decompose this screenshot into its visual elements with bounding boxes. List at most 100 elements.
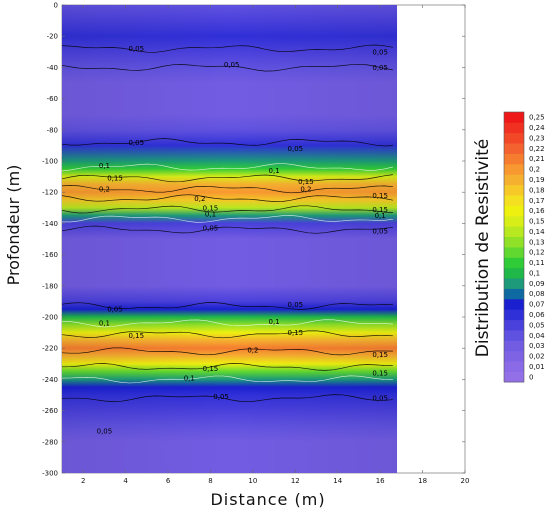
x-tick-label: 4 bbox=[123, 477, 128, 485]
contour-line bbox=[62, 319, 393, 328]
contour-line bbox=[62, 225, 393, 234]
x-tick-label: 16 bbox=[376, 477, 385, 485]
y-tick-label: -100 bbox=[42, 158, 58, 166]
colorbar-swatch bbox=[504, 236, 524, 248]
lateral-shading bbox=[62, 5, 398, 473]
contour-line bbox=[62, 330, 393, 339]
contour-label: 0,05 bbox=[203, 225, 219, 233]
colorbar-tick-label: 0,04 bbox=[529, 332, 545, 340]
colorbar-swatch bbox=[504, 205, 524, 217]
x-tick-label: 6 bbox=[166, 477, 171, 485]
contour-line bbox=[62, 185, 393, 194]
y-axis-ticks: 0 -20 -40 -60 -80 -100 -120 -140 -160 -180 -200 -22… bbox=[42, 2, 465, 478]
y-tick-label: -220 bbox=[42, 345, 58, 353]
contour-label: 0,05 bbox=[97, 427, 113, 435]
colorbar-tick-label: 0,13 bbox=[529, 238, 545, 246]
colorbar-tick-label: 0,07 bbox=[529, 301, 545, 309]
contour-label: 0,1 bbox=[269, 318, 280, 326]
contour-label: 0,1 bbox=[205, 211, 216, 219]
y-tick-label: -80 bbox=[47, 126, 58, 134]
colorbar-tick-label: 0,09 bbox=[529, 280, 545, 288]
colorbar-tick-label: 0,23 bbox=[529, 134, 545, 142]
x-axis-title: Distance (m) bbox=[210, 490, 325, 509]
colorbar-tick-label: 0,22 bbox=[529, 145, 545, 153]
colorbar-swatch bbox=[504, 163, 524, 175]
contour-label: 0,2 bbox=[194, 195, 205, 203]
contour-line bbox=[62, 347, 393, 356]
colorbar-title: Distribution de Resistivité bbox=[473, 139, 493, 357]
x-tick-label: 20 bbox=[461, 477, 470, 485]
contour-line bbox=[62, 44, 393, 53]
contour-line bbox=[62, 375, 393, 384]
y-tick-label: -240 bbox=[42, 376, 58, 384]
contour-line bbox=[62, 215, 393, 223]
colorbar-tick-label: 0,1 bbox=[529, 269, 540, 277]
contour-label: 0,05 bbox=[372, 395, 388, 403]
colorbar-tick-label: 0,24 bbox=[529, 124, 545, 132]
contour-line bbox=[62, 194, 393, 202]
colorbar-tick-label: 0,06 bbox=[529, 311, 545, 319]
colorbar-swatch bbox=[504, 132, 524, 144]
colorbar-swatch bbox=[504, 153, 524, 165]
colorbar-swatch bbox=[504, 371, 524, 383]
y-tick-label: -260 bbox=[42, 407, 58, 415]
contour-label: 0,05 bbox=[288, 145, 304, 153]
x-tick-label: 12 bbox=[291, 477, 300, 485]
colorbar-frame bbox=[503, 111, 525, 383]
contour-line bbox=[62, 63, 393, 72]
contour-line bbox=[62, 302, 393, 310]
colorbar-swatch bbox=[504, 309, 524, 321]
colorbar-tick-label: 0,02 bbox=[529, 353, 545, 361]
colorbar-tick-label: 0,12 bbox=[529, 249, 545, 257]
colorbar-swatch bbox=[504, 288, 524, 300]
colorbar-swatch bbox=[504, 122, 524, 134]
contour-line bbox=[62, 174, 393, 183]
colorbar-tick-label: 0,2 bbox=[529, 166, 540, 174]
y-axis-title: Profondeur (m) bbox=[4, 165, 23, 286]
colorbar: 0 0,01 0,02 0,03 0,04 0,05 0,06 0,07 0,08 0,09 0,1… bbox=[503, 111, 545, 383]
colorbar-tick-label: 0,19 bbox=[529, 176, 545, 184]
contour-line bbox=[62, 138, 393, 147]
colorbar-tick-label: 0,11 bbox=[529, 259, 545, 267]
contour-label: 0,1 bbox=[99, 162, 110, 170]
contour-line bbox=[62, 205, 393, 214]
y-tick-label: -20 bbox=[47, 33, 58, 41]
x-tick-label: 14 bbox=[333, 477, 342, 485]
colorbar-tick-label: 0,25 bbox=[529, 114, 545, 122]
colorbar-swatch bbox=[504, 174, 524, 186]
contour-label: 0,15 bbox=[203, 365, 219, 373]
colorbar-swatch bbox=[504, 350, 524, 362]
colorbar-tick-label: 0,03 bbox=[529, 342, 545, 350]
colorbar-swatch bbox=[504, 330, 524, 341]
colorbar-tick-label: 0 bbox=[529, 373, 533, 381]
colorbar-tick-label: 0,21 bbox=[529, 155, 545, 163]
colorbar-swatch bbox=[504, 226, 524, 238]
contour-label: 0,05 bbox=[128, 139, 144, 147]
contour-label: 0,15 bbox=[372, 206, 388, 214]
y-tick-label: -300 bbox=[42, 470, 58, 478]
y-tick-label: -120 bbox=[42, 189, 58, 197]
x-tick-label: 8 bbox=[208, 477, 212, 485]
colorbar-tick-label: 0,18 bbox=[529, 186, 545, 194]
x-tick-label: 2 bbox=[81, 477, 85, 485]
colorbar-tick-label: 0,08 bbox=[529, 290, 545, 298]
contour-label: 0,05 bbox=[372, 64, 388, 72]
contour-label: 0,2 bbox=[99, 186, 110, 194]
contour-line bbox=[62, 163, 393, 172]
colorbar-tick-label: 0,14 bbox=[529, 228, 545, 236]
contour-field: 0,050,050,050,050,050,050,10,10,15 0,150,… bbox=[62, 5, 398, 473]
colorbar-tick-label: 0,17 bbox=[529, 197, 545, 205]
y-tick-label: -160 bbox=[42, 251, 58, 259]
contour-label: 0,15 bbox=[203, 204, 219, 212]
y-tick-label: -140 bbox=[42, 220, 58, 228]
colorbar-tick-label: 0,05 bbox=[529, 321, 545, 329]
contour-label: 0,15 bbox=[372, 351, 388, 359]
colorbar-swatch bbox=[504, 247, 524, 258]
colorbar-swatch bbox=[504, 340, 524, 352]
contour-label: 0,05 bbox=[128, 45, 144, 53]
contour-label: 0,1 bbox=[269, 167, 280, 175]
colorbar-tick-label: 0,16 bbox=[529, 207, 545, 215]
y-tick-label: -200 bbox=[42, 314, 58, 322]
colorbar-swatch bbox=[504, 298, 524, 310]
